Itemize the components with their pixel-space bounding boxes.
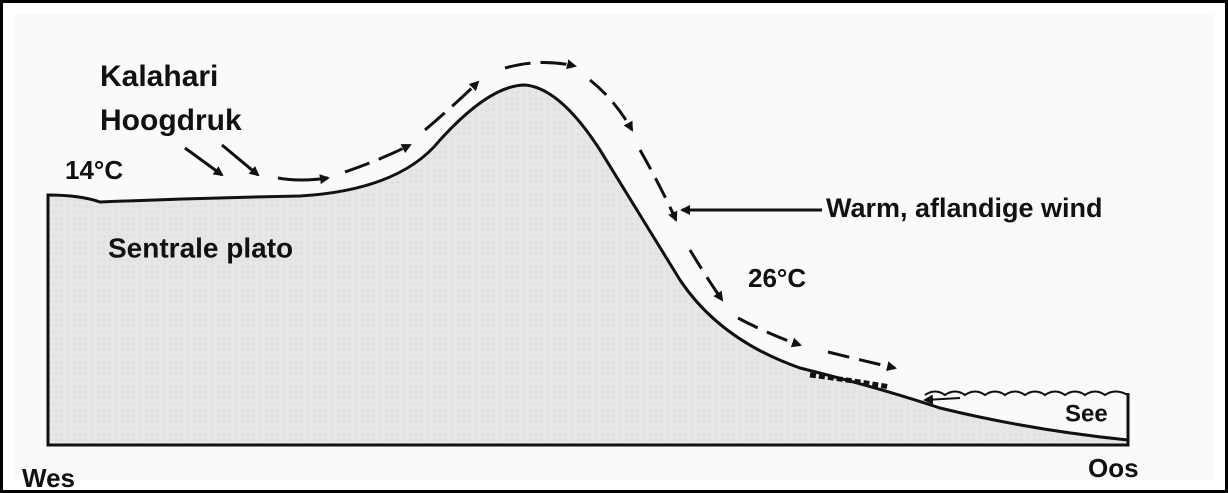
airflow-arrow [184,146,224,177]
plateau-label: Sentrale plato [108,232,293,263]
temperature-label: 14°C [65,155,123,185]
airflow-arrow [827,350,897,372]
airflow-arrow [589,78,634,132]
airflow-arrow [737,316,802,348]
source-label: Hoogdruk [100,104,242,137]
sea-waves [924,390,1129,397]
west-label: Wes [22,463,75,493]
airflow-arrow [277,174,330,185]
airflow-arrow [221,143,260,177]
terrain [46,83,1130,447]
airflow-arrow [688,249,724,302]
temperature-label: 26°C [748,263,806,293]
coast-vegetation [809,372,891,390]
sea-label: See [1065,400,1108,427]
airflow-arrow [344,143,412,174]
sea-arrow [923,394,961,405]
airflow-arrow [504,59,577,70]
east-label: Oos [1088,453,1139,483]
airflow-arrow [638,149,678,222]
source-label: Kalahari [100,60,218,93]
airflow-arrow [424,80,480,132]
wind-label: Warm, aflandige wind [826,193,1103,223]
